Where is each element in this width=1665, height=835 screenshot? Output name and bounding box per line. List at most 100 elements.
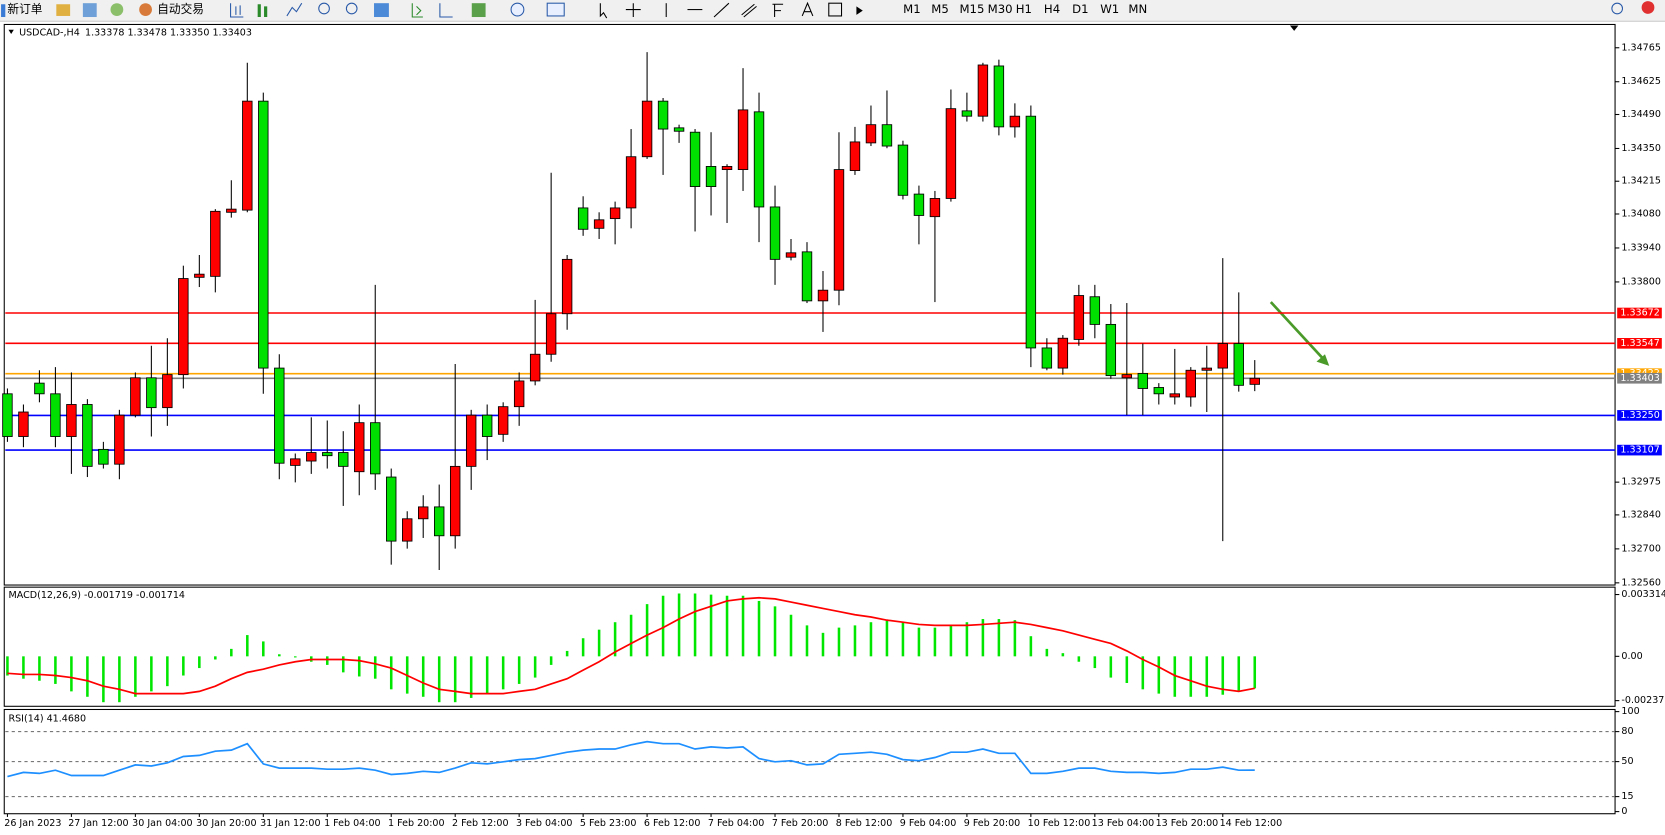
macd-bar (917, 627, 921, 657)
icon[interactable] (411, 3, 423, 18)
macd-bar (885, 620, 889, 657)
icon[interactable] (286, 2, 303, 17)
icon[interactable] (439, 3, 453, 18)
macd-bar (677, 593, 681, 657)
x-tick-label: 1 Feb 20:00 (388, 818, 445, 829)
zoom-in[interactable] (318, 2, 330, 15)
macd-bar (629, 614, 633, 657)
timeframe-button[interactable]: H1 (1016, 2, 1032, 16)
timeframe-button[interactable]: H4 (1044, 2, 1060, 16)
icon[interactable] (471, 3, 486, 18)
macd-bar (981, 619, 985, 657)
channel-tool[interactable] (741, 3, 757, 18)
timeframe-button[interactable]: D1 (1072, 2, 1088, 16)
macd-bar (214, 656, 217, 660)
annotation-arrow-head (1316, 354, 1330, 366)
cursor-tool[interactable] (599, 3, 608, 19)
zoom-out[interactable] (345, 2, 358, 15)
timeframe-button[interactable]: M5 (931, 2, 949, 16)
pane-menu-arrow[interactable] (8, 29, 14, 35)
candle-body (34, 382, 45, 395)
y-tick-label: 1.32975 (1621, 477, 1660, 488)
candle-body (1041, 347, 1053, 369)
shift-marker (1289, 25, 1299, 31)
toolbar: 新订单 自动交易 M1 M5 M15 M30 H1 H4 D1 W1 MN (0, 0, 1665, 22)
icon[interactable] (110, 3, 124, 16)
shapes-tool[interactable] (856, 6, 863, 15)
macd-bar (485, 656, 489, 694)
text-tool[interactable] (801, 1, 814, 17)
trend-tool[interactable] (713, 2, 730, 18)
macd-bar (821, 632, 825, 657)
candle-body (1249, 377, 1260, 385)
label-tool[interactable] (828, 2, 843, 17)
macd-bar (741, 595, 745, 657)
candle-body (1137, 372, 1149, 389)
macd-bar (182, 656, 185, 676)
candle-body (178, 278, 189, 376)
candle-body (1169, 393, 1181, 398)
crosshair-tool[interactable] (625, 3, 641, 18)
x-tick-label: 3 Feb 04:00 (516, 818, 573, 829)
icon[interactable] (82, 3, 97, 18)
x-tick-label: 2 Feb 12:00 (452, 818, 509, 829)
x-tick-label: 13 Feb 20:00 (1156, 818, 1219, 829)
macd-pane-title: MACD(12,26,9) -0.001719 -0.001714 (9, 590, 185, 601)
fibo-tool[interactable] (772, 3, 784, 18)
timeframe-button[interactable]: M30 (988, 2, 1013, 16)
candle-body (18, 411, 29, 437)
macd-bar (1077, 656, 1081, 662)
icon[interactable] (230, 3, 244, 18)
timeframe-button[interactable]: W1 (1100, 2, 1119, 16)
y-tick-label: -0.002376 (1621, 695, 1665, 706)
icon[interactable] (139, 3, 152, 16)
new-order-button[interactable]: 新订单 (7, 2, 42, 16)
candle-body (993, 65, 1005, 128)
level-label: 1.33403 (1620, 373, 1659, 384)
x-tick-label: 27 Jan 12:00 (68, 818, 128, 829)
candle-body (226, 208, 237, 213)
icon[interactable] (546, 2, 565, 17)
y-tick-label: 0.00 (1621, 651, 1642, 662)
icon[interactable] (510, 2, 525, 17)
candle-body (849, 141, 861, 171)
candle-body (290, 458, 301, 466)
candle-body (673, 127, 685, 132)
candle-body (785, 252, 797, 258)
icon[interactable] (257, 4, 268, 18)
search-icon[interactable] (1611, 2, 1624, 15)
y-tick-label: 50 (1621, 756, 1633, 767)
candle-body (577, 207, 589, 230)
signal-line (7, 596, 1255, 695)
candle-body (1057, 337, 1069, 369)
y-tick-label: 1.32700 (1621, 543, 1660, 554)
candle-body (897, 144, 909, 196)
macd-bar (725, 595, 729, 657)
timeframe-button[interactable]: M1 (903, 2, 921, 16)
x-tick-label: 10 Feb 12:00 (1028, 818, 1091, 829)
icon[interactable] (374, 3, 389, 18)
candle-body (1153, 387, 1165, 395)
rsi-line (7, 740, 1255, 778)
macd-bar (869, 622, 873, 657)
macd-bar (901, 622, 905, 657)
y-tick-label: 0.003314 (1621, 589, 1665, 600)
macd-bar (805, 625, 809, 657)
timeframe-button[interactable]: M15 (959, 2, 984, 16)
icon[interactable] (56, 4, 71, 16)
candle-body (625, 156, 637, 209)
x-tick-label: 9 Feb 20:00 (964, 818, 1021, 829)
x-tick-label: 6 Feb 12:00 (644, 818, 701, 829)
macd-bar (1029, 636, 1033, 657)
candle-body (1089, 296, 1101, 325)
notification-badge[interactable] (1641, 1, 1655, 14)
macd-bar (70, 656, 73, 692)
level-label-bg (1617, 410, 1662, 421)
auto-trading-button[interactable]: 自动交易 (157, 2, 204, 16)
timeframe-button[interactable]: MN (1128, 2, 1147, 16)
macd-bar (997, 619, 1001, 657)
candle-body (322, 452, 333, 457)
candle-body (945, 108, 957, 199)
x-tick-label: 30 Jan 20:00 (196, 818, 256, 829)
